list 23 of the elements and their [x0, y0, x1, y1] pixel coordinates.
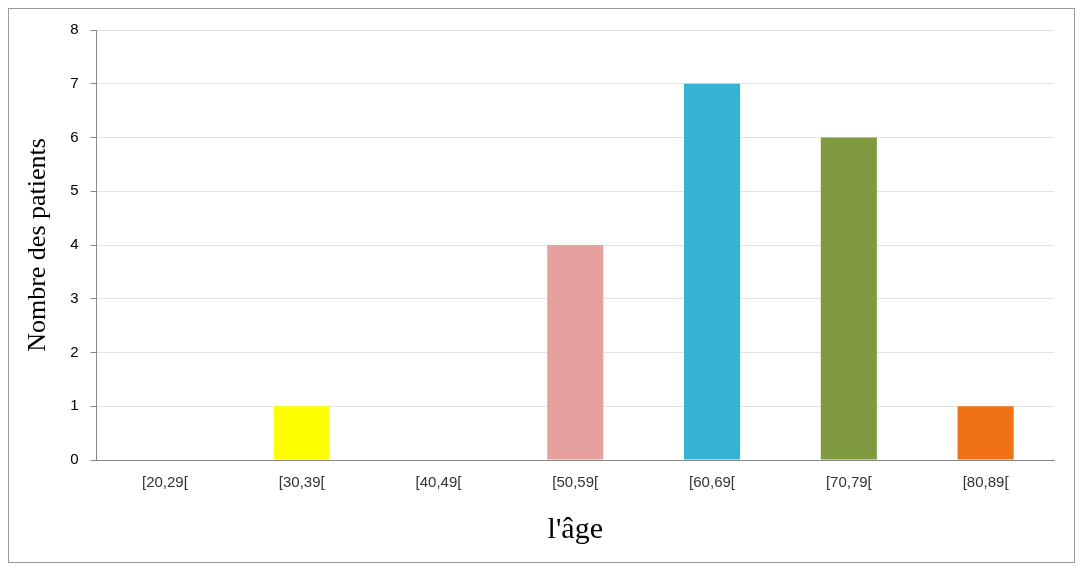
x-tick-label: [30,39[ [278, 473, 326, 491]
x-tick-label: [70,79[ [825, 473, 873, 491]
y-tick-label: 2 [70, 342, 79, 360]
bar [547, 245, 604, 460]
x-tick-label: [50,59[ [552, 473, 600, 491]
x-tick-label: [60,69[ [689, 473, 736, 491]
y-tick-label: 8 [70, 20, 79, 38]
y-tick-label: 3 [70, 288, 79, 306]
y-tick-label: 1 [70, 396, 79, 414]
bar [957, 406, 1014, 460]
x-tick-label: [80,89[ [962, 473, 1010, 491]
y-tick-label: 5 [70, 181, 79, 199]
y-axis-title: Nombre des patients [22, 138, 52, 352]
x-tick-label: [20,29[ [141, 473, 189, 491]
y-tick-label: 4 [70, 235, 79, 253]
bar [820, 137, 877, 460]
y-tick-label: 7 [70, 73, 79, 91]
bar [273, 406, 330, 460]
bar [684, 83, 741, 460]
x-tick-label: [40,49[ [415, 473, 463, 491]
y-tick-label: 0 [70, 450, 79, 468]
x-axis-title: l'âge [547, 510, 603, 544]
y-tick-label: 6 [70, 127, 79, 145]
